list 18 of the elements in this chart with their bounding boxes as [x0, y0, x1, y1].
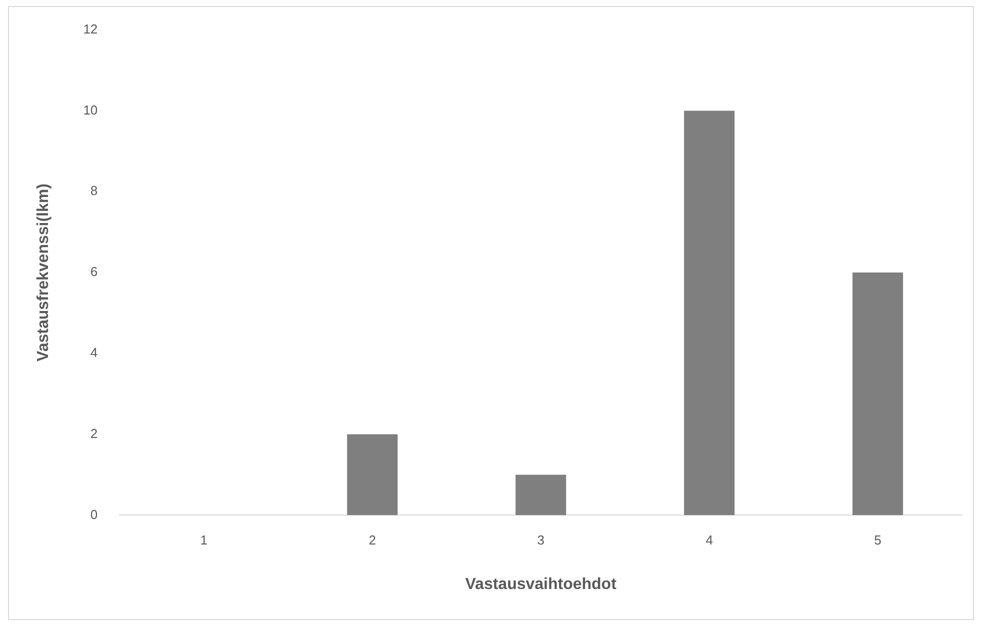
- y-tick-label: 12: [83, 21, 98, 36]
- bar: [516, 474, 566, 516]
- x-tick-label: 3: [537, 532, 544, 548]
- y-tick-label: 0: [90, 506, 98, 522]
- bar: [852, 272, 904, 516]
- y-tick-label: 10: [83, 102, 98, 118]
- x-tick-label: 1: [200, 532, 208, 548]
- x-axis-title: Vastausvaihtoehdot: [465, 576, 618, 593]
- y-axis-title: Vastausfrekvenssi(lkm): [35, 184, 52, 362]
- y-tick-label: 6: [90, 264, 98, 280]
- x-tick-label: 4: [706, 532, 713, 548]
- y-tick-label: 2: [90, 426, 98, 441]
- y-tick-label: 4: [90, 344, 98, 360]
- x-tick-label: 5: [874, 532, 882, 548]
- x-tick-label: 2: [368, 532, 376, 548]
- y-tick-label: 8: [90, 183, 98, 198]
- bar: [347, 434, 398, 516]
- bar: [684, 110, 735, 516]
